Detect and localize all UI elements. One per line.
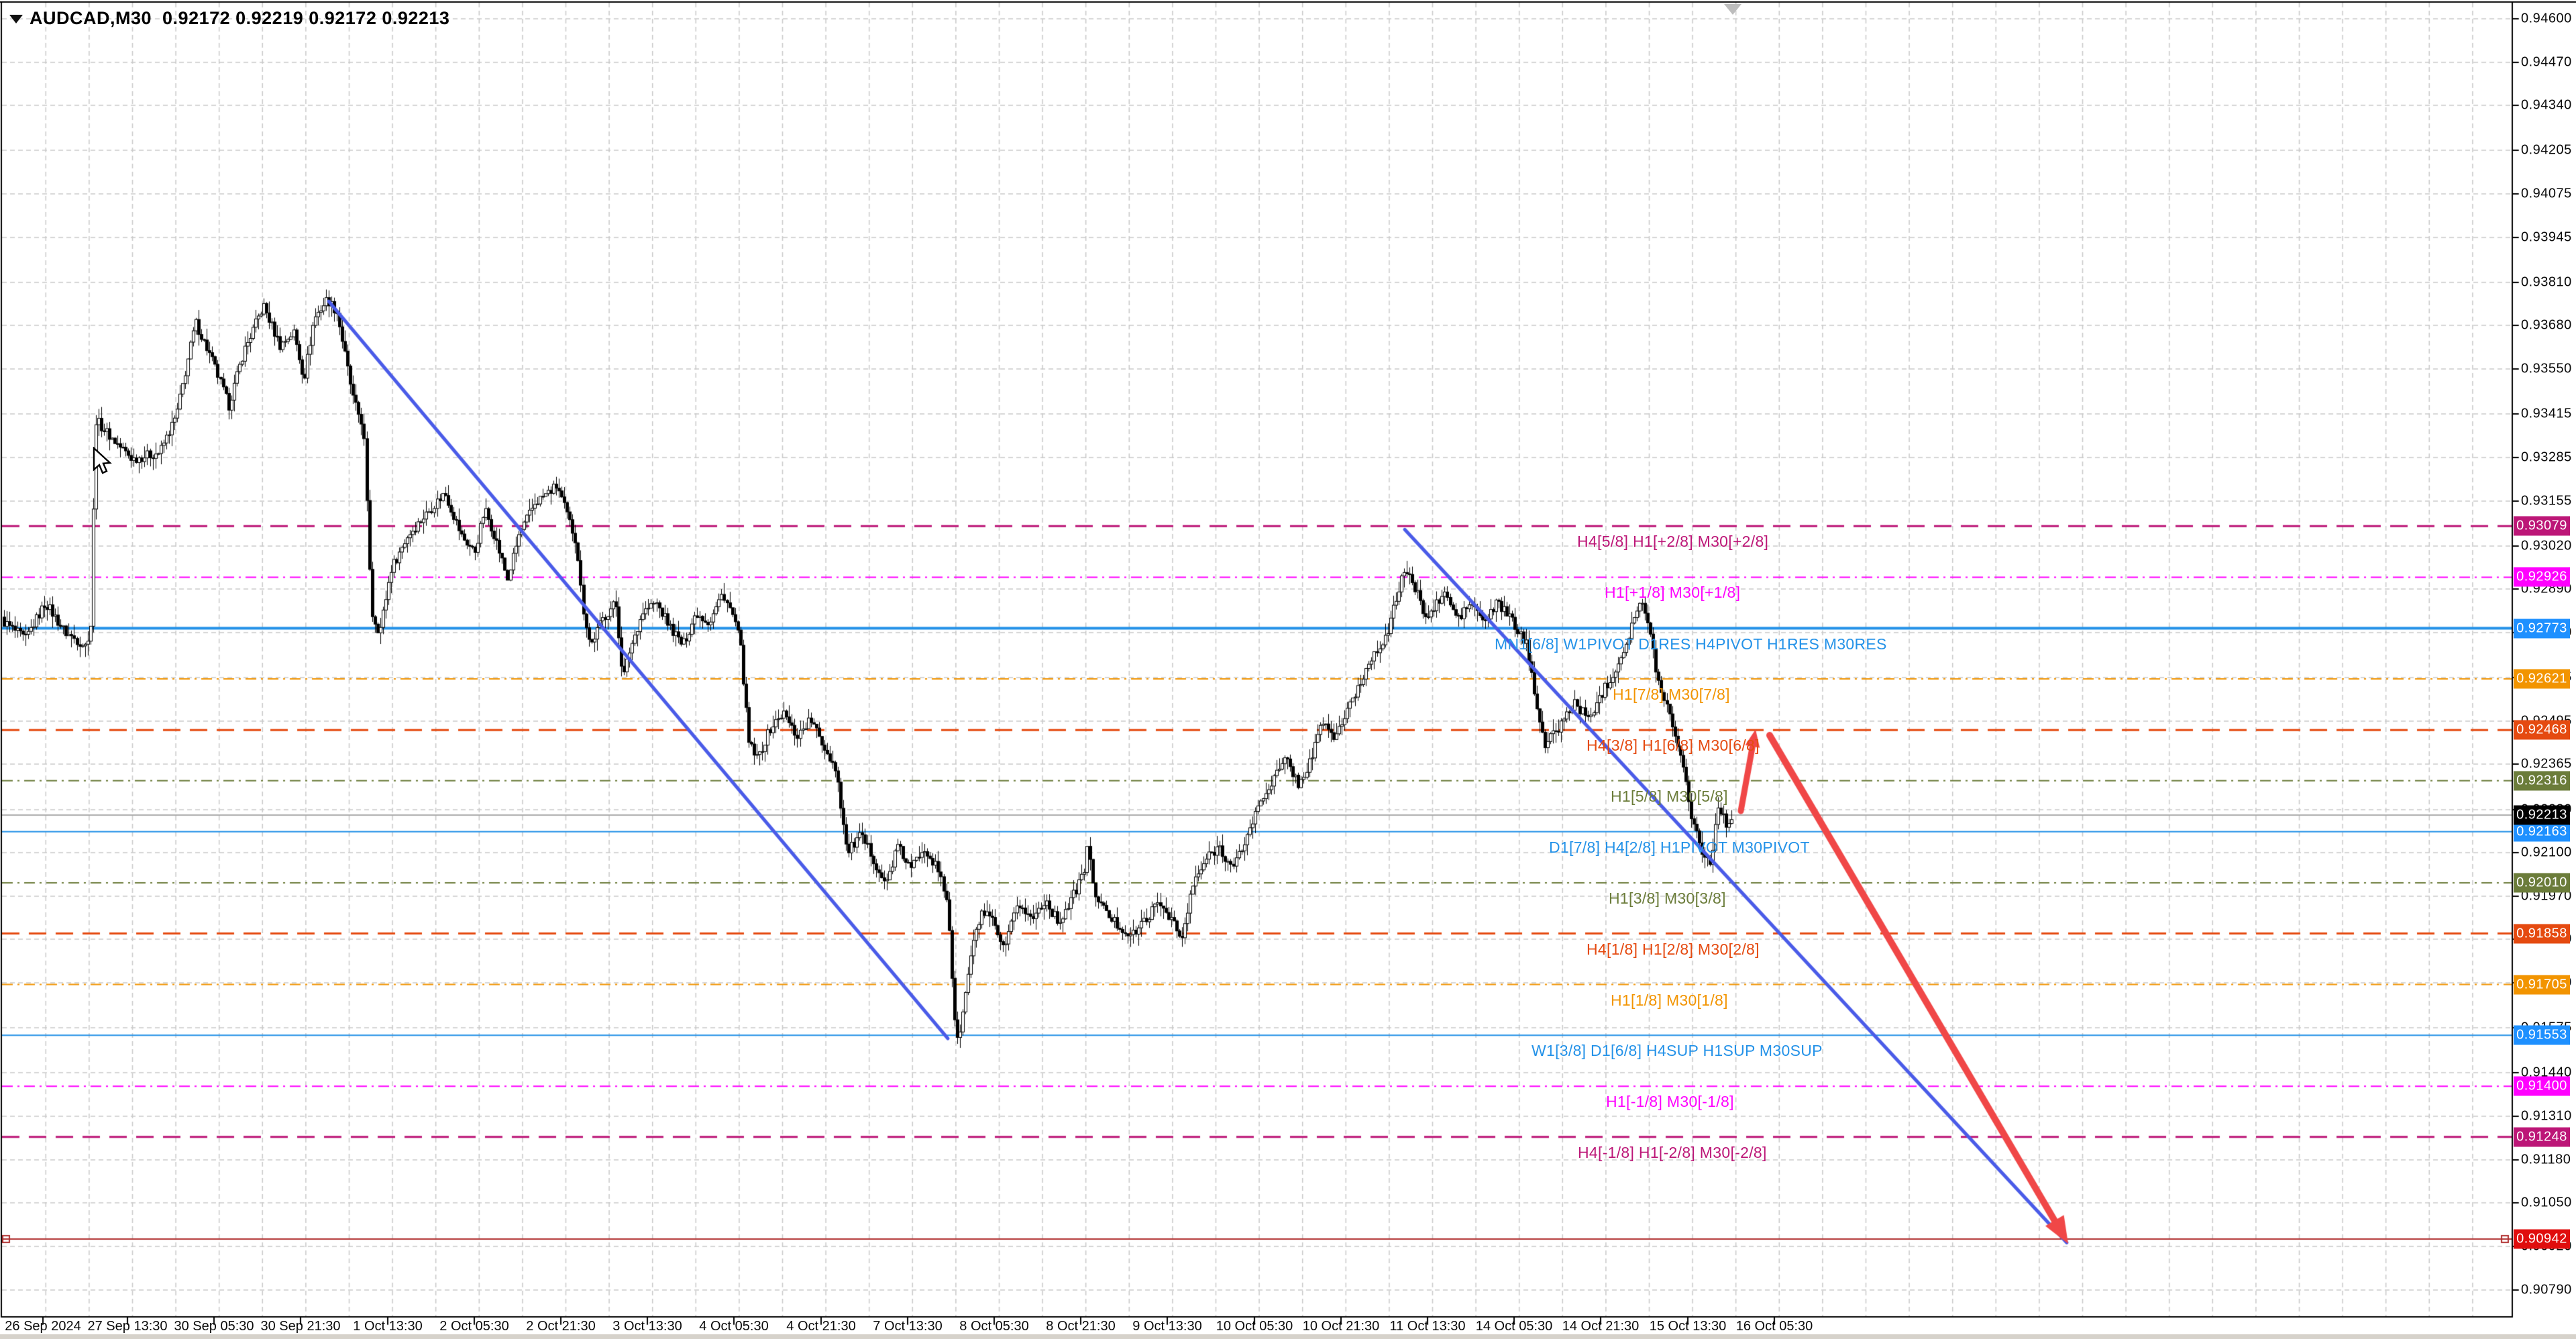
- price-axis-label: 0.93810: [2521, 274, 2572, 290]
- price-level-badge: 0.91553: [2514, 1025, 2570, 1045]
- time-axis-label: 15 Oct 13:30: [1649, 1319, 1727, 1334]
- time-axis-label: 14 Oct 21:30: [1562, 1319, 1640, 1334]
- price-level-badge: 0.92010: [2514, 873, 2570, 893]
- time-axis-label: 8 Oct 05:30: [959, 1319, 1029, 1334]
- price-axis-label: 0.93680: [2521, 317, 2572, 333]
- price-level-badge: 0.91858: [2514, 924, 2570, 943]
- price-level-badge: 0.90942: [2514, 1229, 2570, 1249]
- price-axis-label: 0.90790: [2521, 1282, 2572, 1297]
- mouse-cursor-icon: [93, 447, 112, 474]
- price-level-badge: 0.92316: [2514, 771, 2570, 791]
- pivot-level-label[interactable]: H1[-1/8] M30[-1/8]: [1606, 1093, 1734, 1111]
- price-axis-label: 0.94205: [2521, 142, 2572, 158]
- price-axis-label: 0.92100: [2521, 845, 2572, 860]
- pivot-level-label[interactable]: H4[5/8] H1[+2/8] M30[+2/8]: [1577, 533, 1769, 551]
- price-axis-label: 0.94075: [2521, 186, 2572, 201]
- price-level-badge: 0.93079: [2514, 516, 2570, 536]
- ohlc-values: 0.92172 0.92219 0.92172 0.92213: [162, 8, 450, 28]
- chart-title-bar: AUDCAD,M30 0.92172 0.92219 0.92172 0.9221…: [0, 0, 1342, 40]
- time-axis-label: 16 Oct 05:30: [1735, 1319, 1813, 1334]
- price-axis-label: 0.91440: [2521, 1065, 2572, 1080]
- pivot-level-label[interactable]: H1[3/8] M30[3/8]: [1609, 889, 1726, 907]
- time-axis-label: 14 Oct 05:30: [1475, 1319, 1553, 1334]
- time-axis-label: 1 Oct 13:30: [353, 1319, 423, 1334]
- pivot-level-label[interactable]: H1[+1/8] M30[+1/8]: [1605, 584, 1741, 602]
- window-bottom-edge: [0, 1334, 2576, 1339]
- price-axis-label: 0.91310: [2521, 1108, 2572, 1124]
- price-level-badge: 0.92926: [2514, 567, 2570, 587]
- pivot-level-label[interactable]: MN1[6/8] W1PIVOT D1RES H4PIVOT H1RES M30…: [1495, 635, 1887, 653]
- time-axis-label: 8 Oct 21:30: [1046, 1319, 1116, 1334]
- pivot-level-label[interactable]: D1[7/8] H4[2/8] H1PIVOT M30PIVOT: [1549, 838, 1810, 856]
- pivot-level-label[interactable]: H1[1/8] M30[1/8]: [1611, 991, 1728, 1009]
- price-level-badge: 0.92468: [2514, 720, 2570, 740]
- price-level-badge: 0.92213: [2514, 805, 2570, 825]
- pivot-level-label[interactable]: H1[7/8] M30[7/8]: [1613, 686, 1730, 704]
- time-axis-label: 30 Sep 21:30: [260, 1319, 341, 1334]
- price-axis-label: 0.93020: [2521, 538, 2572, 553]
- time-axis-label: 26 Sep 2024: [5, 1319, 81, 1334]
- time-axis-label: 10 Oct 21:30: [1302, 1319, 1380, 1334]
- price-axis-label: 0.93285: [2521, 449, 2572, 465]
- time-axis-label: 2 Oct 05:30: [439, 1319, 509, 1334]
- time-axis-label: 10 Oct 05:30: [1216, 1319, 1293, 1334]
- symbol-dropdown-icon[interactable]: [9, 15, 23, 23]
- chart-title: AUDCAD,M30 0.92172 0.92219 0.92172 0.9221…: [30, 8, 449, 29]
- pivot-level-label[interactable]: W1[3/8] D1[6/8] H4SUP H1SUP M30SUP: [1532, 1042, 1823, 1060]
- time-axis-label: 3 Oct 13:30: [612, 1319, 682, 1334]
- price-axis-label: 0.94340: [2521, 97, 2572, 113]
- time-axis-label: 27 Sep 13:30: [87, 1319, 168, 1334]
- time-axis-label: 30 Sep 05:30: [174, 1319, 254, 1334]
- time-axis-label: 4 Oct 05:30: [699, 1319, 769, 1334]
- chart-shift-marker-icon[interactable]: [1724, 4, 1741, 15]
- price-axis-label: 0.93155: [2521, 493, 2572, 508]
- time-axis-label: 9 Oct 13:30: [1132, 1319, 1202, 1334]
- time-axis-label: 11 Oct 13:30: [1389, 1319, 1466, 1334]
- pivot-level-label[interactable]: H4[-1/8] H1[-2/8] M30[-2/8]: [1578, 1143, 1767, 1161]
- price-axis-label: 0.91050: [2521, 1195, 2572, 1210]
- price-level-badge: 0.91248: [2514, 1127, 2570, 1147]
- price-level-badge: 0.92773: [2514, 619, 2570, 638]
- price-axis-label: 0.93415: [2521, 406, 2572, 421]
- time-axis-label: 4 Oct 21:30: [786, 1319, 856, 1334]
- price-level-badge: 0.92163: [2514, 822, 2570, 842]
- price-axis-label: 0.93550: [2521, 361, 2572, 376]
- time-axis-label: 7 Oct 13:30: [873, 1319, 943, 1334]
- price-axis-label: 0.94470: [2521, 54, 2572, 70]
- price-level-badge: 0.91400: [2514, 1076, 2570, 1096]
- pivot-level-label[interactable]: H4[3/8] H1[6/8] M30[6/8]: [1587, 737, 1760, 755]
- pivot-level-label[interactable]: H1[5/8] M30[5/8]: [1611, 787, 1728, 805]
- price-level-badge: 0.91705: [2514, 975, 2570, 995]
- time-axis-label: 2 Oct 21:30: [526, 1319, 596, 1334]
- price-axis-label: 0.91180: [2521, 1152, 2571, 1167]
- pivot-level-label[interactable]: H4[1/8] H1[2/8] M30[2/8]: [1587, 940, 1760, 958]
- price-axis-label: 0.93945: [2521, 229, 2572, 245]
- symbol-period-label: AUDCAD,M30: [30, 8, 152, 28]
- price-axis-label: 0.94600: [2521, 11, 2572, 26]
- price-axis-label: 0.92365: [2521, 756, 2572, 771]
- price-level-badge: 0.92621: [2514, 669, 2570, 689]
